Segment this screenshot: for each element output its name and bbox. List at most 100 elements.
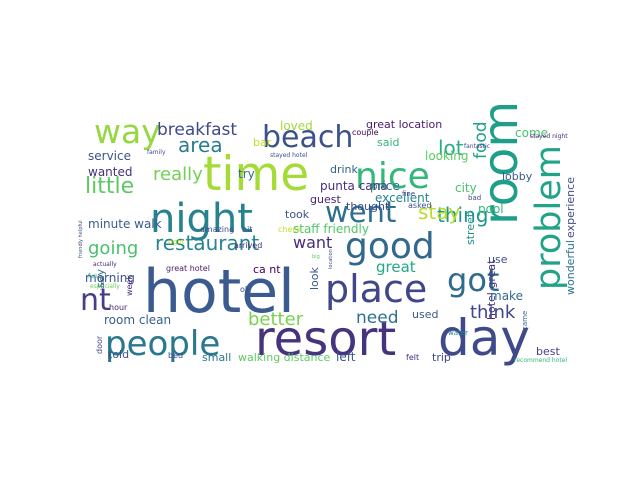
word-excellent: excellent [375, 191, 430, 205]
word-room-clean: room clean [104, 313, 171, 327]
word-actually: actually [93, 261, 117, 268]
word-want: want [293, 233, 332, 252]
word-nice: nice [355, 156, 430, 197]
word-great-hotel: great hotel [166, 264, 210, 273]
word-street: street [464, 212, 477, 245]
word-best: best [536, 345, 560, 358]
word-place: place [325, 267, 427, 311]
word-guest: guest [310, 193, 341, 206]
word-staff-friendly: staff friendly [293, 222, 369, 236]
word-got: got [447, 261, 499, 299]
word-wanted: wanted [88, 165, 132, 179]
word-city: city [455, 181, 477, 195]
word-really: really [153, 164, 203, 185]
word-check: check [278, 225, 302, 234]
word-went: went [325, 195, 396, 229]
word-way: way [94, 112, 161, 151]
word-big: big [312, 254, 320, 260]
word-try: try [238, 167, 255, 181]
word-say: say [94, 269, 107, 288]
word-people: people [105, 324, 220, 364]
word-hotel: hotel [143, 257, 295, 327]
word-bed: bed [168, 351, 183, 360]
word-walking-distance: walking distance [238, 351, 331, 364]
word-problem: problem [529, 145, 569, 290]
word-fun: fun [88, 273, 98, 280]
word-use: use [488, 253, 508, 266]
word-hour: hour [109, 303, 128, 312]
word-lot: lot [438, 136, 464, 160]
word-stayed-hotel: stayed hotel [270, 152, 308, 159]
word-fantastic: fantastic [464, 143, 490, 150]
word-need: need [356, 308, 398, 328]
word-water: water [448, 329, 468, 337]
word-felt: felt [406, 353, 419, 362]
word-better: better [248, 309, 304, 330]
word-minute-walk: minute walk [88, 217, 162, 231]
word-ok: ok [240, 285, 250, 294]
word-right: right [168, 238, 185, 246]
word-location: location [328, 249, 334, 269]
word-food: food [471, 121, 491, 159]
word-bad: bad [468, 194, 481, 202]
word-stayed-night: stayed night [530, 133, 568, 140]
word-make: make [490, 289, 523, 303]
word-going: going [88, 238, 138, 259]
word-beach: beach [262, 120, 353, 155]
word-ca-nt: ca nt [253, 263, 281, 276]
word-fine: fine [402, 190, 415, 198]
word-took: took [285, 208, 310, 221]
word-great-location: great location [366, 118, 442, 131]
word-day: day [438, 309, 530, 367]
word-think: think [470, 302, 516, 323]
word-service: service [88, 149, 131, 163]
word-small: small [202, 351, 231, 364]
word-amazing: amazing [200, 225, 234, 234]
word-come: come [515, 126, 548, 140]
word-arrived: arrived [234, 241, 262, 250]
word-room: room [473, 101, 529, 225]
word-drink: drink [330, 163, 359, 176]
word-thing: thing [437, 203, 488, 227]
word-stay: stay [418, 200, 461, 224]
word-came: came [521, 311, 529, 330]
word-great: great [376, 258, 416, 276]
word-trip: trip [432, 351, 451, 364]
word-thought: thought [346, 200, 390, 213]
word-said: said [377, 136, 400, 149]
word-door: door [95, 335, 104, 354]
word-nt: nt [80, 283, 111, 318]
word-especially: especially [90, 283, 120, 290]
word-pool: pool [478, 202, 504, 216]
word-price: price [370, 179, 400, 193]
word-good: good [345, 226, 435, 267]
word-left: left [336, 350, 356, 364]
word-time: time [203, 147, 309, 202]
word-asked: asked [408, 201, 431, 210]
word-night: night [150, 196, 253, 242]
word-area: area [178, 133, 223, 157]
word-restaurant: restaurant [155, 231, 259, 255]
word-experience: experience [564, 177, 577, 238]
word-breakfast: breakfast [157, 120, 237, 140]
word-punta-cana: punta cana [320, 179, 388, 193]
word-told: told [108, 348, 129, 361]
word-hotel-great: hotel great [485, 259, 498, 320]
word-resort: resort [255, 311, 396, 367]
word-family: family [147, 149, 166, 156]
word-loved: loved [280, 119, 313, 133]
word-used: used [412, 308, 438, 321]
word-lobby: lobby [502, 170, 533, 183]
word-week: week [125, 275, 134, 296]
word-friendly-helpful: friendly helpful [78, 220, 84, 258]
word-look: look [308, 266, 321, 290]
word-morning: morning [85, 271, 135, 285]
word-bit: bit [242, 225, 252, 234]
word-recommend-hotel: recommend hotel [514, 357, 567, 364]
word-wonderful: wonderful [564, 240, 577, 295]
word-know: know [100, 277, 106, 290]
word-bar: bar [253, 136, 272, 149]
word-little: little [85, 174, 134, 199]
word-looking: looking [425, 149, 469, 163]
